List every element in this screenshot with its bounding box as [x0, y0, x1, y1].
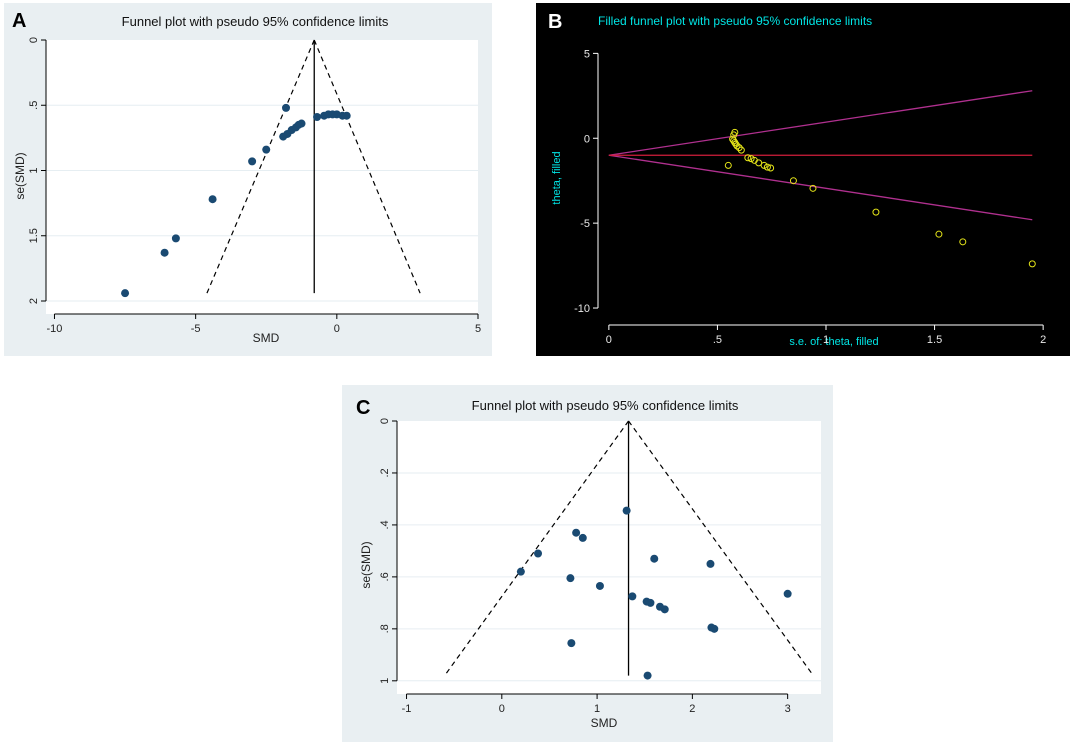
chart-a-x-tick-label: -10 [47, 323, 63, 335]
chart-b-title: Filled funnel plot with pseudo 95% confi… [598, 14, 872, 28]
chart-c-y-tick-label: .6 [379, 572, 391, 581]
chart-b-x-tick-label: 1.5 [927, 334, 942, 346]
chart-c-study-point [534, 549, 543, 558]
chart-a-study-point [262, 145, 271, 154]
chart-b-study-point [1028, 260, 1036, 268]
chart-a-panel-letter: A [12, 10, 26, 32]
chart-a-upper-confidence-limit [313, 39, 421, 294]
chart-c-x-tick-label: 1 [594, 703, 600, 715]
chart-c-study-point [595, 581, 604, 590]
chart-a-plot-area [46, 40, 478, 314]
chart-c-y-tick-label: .8 [379, 624, 391, 633]
chart-b-y-tick-label: -10 [574, 303, 590, 315]
chart-b-study-point [724, 161, 732, 169]
chart-b-panel-letter: B [548, 11, 562, 33]
chart-b-study-point [737, 146, 745, 154]
chart-c-study-point [622, 506, 631, 515]
chart-a-x-tick-label: -5 [191, 323, 201, 335]
chart-b-x-tick-label: 0 [606, 334, 612, 346]
chart-b-study-point [872, 208, 880, 216]
chart-b-ylabel: theta, filled [551, 151, 563, 204]
chart-b: B Filled funnel plot with pseudo 95% con… [536, 3, 1070, 356]
panel-c: C Funnel plot with pseudo 95% confidence… [342, 385, 833, 742]
chart-c-upper-confidence-limit [628, 420, 814, 676]
chart-b-study-point [763, 163, 771, 171]
chart-b-upper-confidence-limit [608, 90, 1033, 156]
chart-a-y-tick-label: .5 [28, 101, 40, 110]
chart-b-y-tick-label: 5 [584, 48, 590, 60]
chart-c-study-point [710, 624, 719, 633]
chart-c-plot-area [397, 421, 821, 694]
chart-c-study-point [646, 598, 655, 607]
chart-c-title: Funnel plot with pseudo 95% confidence l… [472, 398, 739, 413]
chart-b-study-point [747, 155, 755, 163]
chart-a-y-tick-label: 2 [28, 298, 40, 304]
chart-c-y-tick-label: .4 [379, 520, 391, 529]
chart-a-study-point [297, 119, 306, 128]
chart-a-study-point [342, 111, 351, 120]
chart-c-study-point [783, 589, 792, 598]
chart-b-x-tick-label: 2 [1040, 334, 1046, 346]
chart-c-study-point [643, 671, 652, 680]
chart-a: A Funnel plot with pseudo 95% confidence… [4, 3, 492, 356]
chart-c-xlabel: SMD [591, 716, 618, 730]
chart-c-y-tick-label: 0 [379, 418, 391, 424]
chart-a-study-point [171, 234, 180, 243]
chart-c-study-point [706, 559, 715, 568]
chart-b-study-point [789, 177, 797, 185]
chart-a-study-point [282, 103, 290, 112]
chart-b-lower-confidence-limit [608, 154, 1033, 221]
chart-a-y-tick-label: 0 [28, 37, 40, 43]
chart-a-x-tick-label: 5 [475, 323, 481, 335]
chart-c-study-point [566, 574, 575, 583]
chart-b-study-point [767, 164, 775, 172]
chart-b-x-tick-label: 1 [823, 334, 829, 346]
chart-c-study-point [650, 554, 659, 563]
chart-a-study-point [248, 157, 257, 166]
chart-a-y-tick-label: 1 [28, 167, 40, 173]
chart-b-y-tick-label: -5 [580, 218, 590, 230]
chart-b-study-point [760, 161, 768, 169]
chart-c-study-point [660, 605, 669, 614]
chart-c-x-tick-label: -1 [402, 703, 412, 715]
chart-c-study-point [628, 592, 637, 601]
chart-b-x-tick-label: .5 [713, 334, 722, 346]
chart-a-study-point [313, 112, 322, 121]
panel-b: B Filled funnel plot with pseudo 95% con… [536, 3, 1070, 356]
chart-a-study-point [121, 289, 130, 298]
chart-b-study-point [755, 159, 763, 167]
chart-c-study-point [516, 567, 525, 576]
chart-a-study-point [208, 195, 217, 204]
chart-a-study-point [160, 248, 169, 257]
panel-a: A Funnel plot with pseudo 95% confidence… [4, 3, 492, 356]
chart-a-ylabel: se(SMD) [13, 152, 27, 199]
chart-b-study-point [733, 142, 741, 150]
chart-a-lower-confidence-limit [206, 39, 315, 294]
chart-c-x-tick-label: 2 [689, 703, 695, 715]
chart-c-study-point [567, 639, 576, 648]
chart-c-panel-letter: C [356, 397, 370, 419]
chart-c-study-point [578, 533, 587, 542]
chart-b-background [536, 3, 1070, 356]
chart-c-ylabel: se(SMD) [359, 541, 373, 588]
chart-a-x-tick-label: 0 [334, 323, 340, 335]
chart-a-xlabel: SMD [253, 331, 280, 345]
chart-b-study-point [744, 154, 752, 162]
chart-c-x-tick-label: 0 [499, 703, 505, 715]
chart-b-study-point [935, 230, 943, 238]
chart-b-y-tick-label: 0 [584, 133, 590, 145]
chart-c-lower-confidence-limit [444, 420, 630, 676]
chart-c-x-tick-label: 3 [785, 703, 791, 715]
chart-b-study-point [959, 238, 967, 246]
chart-c-y-tick-label: .2 [379, 468, 391, 477]
chart-a-y-tick-label: 1.5 [28, 228, 40, 243]
chart-c-y-tick-label: 1 [379, 678, 391, 684]
chart-b-xlabel: s.e. of: theta, filled [789, 336, 878, 348]
chart-c: C Funnel plot with pseudo 95% confidence… [342, 385, 833, 742]
chart-a-title: Funnel plot with pseudo 95% confidence l… [122, 14, 389, 29]
chart-c-study-point [572, 528, 581, 537]
chart-b-study-point [809, 184, 817, 192]
